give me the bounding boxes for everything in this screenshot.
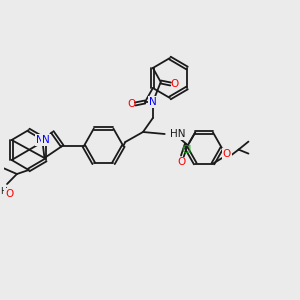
Text: O: O <box>223 148 231 159</box>
Text: O: O <box>177 157 186 167</box>
Text: O: O <box>127 99 135 109</box>
Text: N: N <box>149 97 157 107</box>
Text: N: N <box>42 135 50 145</box>
Text: O: O <box>170 79 179 89</box>
Text: N: N <box>36 135 43 145</box>
Text: H: H <box>0 188 7 196</box>
Text: O: O <box>5 189 13 199</box>
Text: HN: HN <box>169 129 185 139</box>
Text: Cl: Cl <box>181 146 192 155</box>
